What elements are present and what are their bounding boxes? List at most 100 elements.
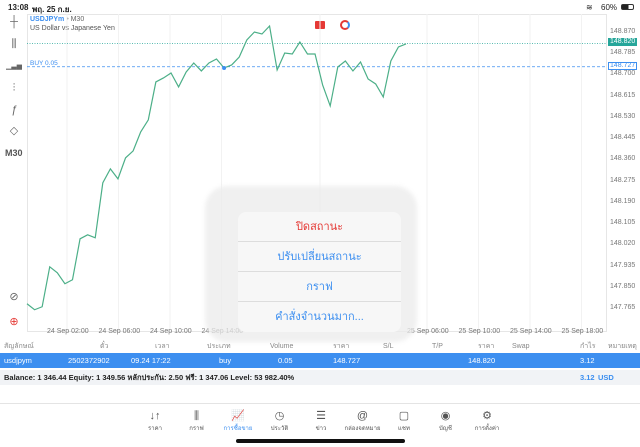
tab-trade[interactable]: 📈 การซื้อขาย: [218, 409, 258, 433]
status-time: 13:08: [8, 3, 29, 12]
table-row[interactable]: usdjpym 2502372902 09.24 17:22 buy 0.05 …: [0, 353, 640, 368]
tab-quotes[interactable]: ↓↑ ราคา: [135, 409, 175, 433]
price-chart: [26, 14, 607, 332]
tab-settings[interactable]: ⚙ การตั้งค่า: [467, 409, 507, 433]
bottom-tab-bar: ↓↑ ราคา ⫼ กราฟ 📈 การซื้อขาย ◷ ประวัติ ☰ ข่าว @ กล่อ…: [0, 403, 640, 437]
chart-item[interactable]: กราฟ: [238, 272, 401, 302]
tab-label: การตั้งค่า: [474, 426, 500, 432]
x-tick-label: 25 Sep 06:00: [407, 328, 449, 335]
balance-row: Balance: 1 346.44 Equity: 1 349.56 หลักป…: [0, 370, 640, 385]
col-comment: หมายเหตุ: [608, 343, 637, 350]
tab-label: กราฟ: [189, 426, 204, 432]
tab-label: ราคา: [148, 426, 162, 432]
bulk-operations-item[interactable]: คำสั่งจำนวนมาก...: [275, 311, 364, 323]
x-tick-label: 25 Sep 18:00: [561, 328, 604, 335]
objects-icon[interactable]: ◇: [9, 125, 19, 137]
tab-chat[interactable]: ▢ แชท: [384, 409, 424, 433]
battery-icon: [621, 4, 634, 10]
buy-order-label: BUY 0.05: [30, 60, 58, 67]
col-symbol: สัญลักษณ์: [4, 343, 34, 350]
entry-price-tag: 148.727: [608, 61, 638, 70]
row-profit: 3.12: [580, 356, 595, 365]
candlestick-icon[interactable]: ⫼: [11, 38, 17, 50]
col-swap: Swap: [512, 343, 530, 350]
col-current-price: ราคา: [478, 343, 495, 350]
col-tp: T/P: [432, 343, 443, 350]
tab-label: ประวัติ: [270, 426, 289, 432]
status-bar: 13:08 พฤ. 25 ก.ย. ≋ 60%: [0, 0, 640, 14]
arrows-icon: ↓↑: [149, 410, 161, 422]
y-tick-label: 148.615: [610, 91, 636, 99]
row-type: buy: [219, 356, 232, 365]
positions-table-header: สัญลักษณ์ ตั๋ว เวลา ประเภท Volume ราคา S…: [0, 339, 640, 353]
account-icon: ◉: [440, 410, 451, 422]
tab-label: แชท: [398, 426, 410, 432]
col-time: เวลา: [155, 343, 170, 350]
y-tick-label: 147.850: [610, 282, 636, 290]
function-icon[interactable]: ƒ: [10, 104, 18, 116]
col-sl: S/L: [383, 343, 394, 350]
y-tick-label: 148.700: [610, 70, 636, 78]
balance-summary: Balance: 1 346.44 Equity: 1 349.56 หลักป…: [4, 373, 295, 382]
col-profit: กำไร: [580, 343, 596, 350]
crosshair-icon[interactable]: ┼: [10, 16, 18, 28]
tab-mailbox[interactable]: @ กล่องจดหมาย: [343, 409, 383, 433]
indicators-icon[interactable]: ▁▃▅: [6, 63, 22, 70]
row-volume: 0.05: [278, 356, 293, 365]
timeframe-button[interactable]: M30: [5, 148, 23, 158]
x-tick-label: 24 Sep 06:00: [98, 328, 141, 335]
x-tick-label: 25 Sep 14:00: [510, 328, 552, 335]
price-line: [26, 24, 407, 311]
y-tick-label: 148.275: [610, 176, 636, 184]
y-tick-label: 148.360: [610, 155, 636, 163]
col-price: ราคา: [333, 343, 350, 350]
gear-icon: ⚙: [482, 410, 492, 422]
col-volume: Volume: [270, 343, 294, 350]
news-icon: ☰: [316, 410, 326, 422]
y-tick-label: 148.445: [610, 134, 636, 142]
tab-label: ข่าว: [315, 426, 327, 432]
one-click-trading-icon[interactable]: ⊕: [9, 316, 19, 328]
x-tick-label: 25 Sep 10:00: [458, 328, 501, 335]
wifi-icon: ≋: [586, 3, 593, 12]
y-tick-label: 147.935: [610, 261, 636, 269]
position-action-menu: ปิดสถานะ ปรับเปลี่ยนสถานะ กราฟ คำสั่งจำน…: [238, 212, 401, 332]
settings-sliders-icon[interactable]: ⫶: [12, 82, 16, 94]
status-date: พฤ. 25 ก.ย.: [32, 5, 72, 14]
tab-history[interactable]: ◷ ประวัติ: [260, 409, 300, 433]
current-price-tag: 148.820: [608, 38, 638, 47]
tab-label: กล่องจดหมาย: [344, 426, 381, 432]
history-icon: ◷: [274, 410, 285, 422]
tab-news[interactable]: ☰ ข่าว: [301, 409, 341, 433]
tab-account[interactable]: ◉ บัญชี: [426, 409, 466, 433]
home-indicator: [236, 439, 405, 443]
row-ticket: 2502372902: [68, 356, 110, 365]
tab-chart[interactable]: ⫼ กราฟ: [177, 409, 217, 433]
row-current-price: 148.820: [468, 356, 496, 365]
col-ticket: ตั๋ว: [100, 343, 109, 350]
chart-symbol: USDJPYm: [30, 16, 65, 23]
y-tick-label: 148.190: [610, 197, 636, 205]
signal-icon[interactable]: [340, 20, 350, 30]
x-tick-label: 24 Sep 10:00: [150, 328, 192, 335]
modify-position-item[interactable]: ปรับเปลี่ยนสถานะ: [238, 242, 401, 272]
y-tick-label: 148.530: [610, 112, 636, 120]
y-tick-label: 148.105: [610, 219, 636, 227]
close-position-item[interactable]: ปิดสถานะ: [238, 212, 401, 242]
currency: USD: [598, 373, 614, 382]
y-tick-label: 148.020: [610, 240, 636, 248]
mailbox-icon: @: [356, 410, 369, 422]
row-symbol: usdjpym: [4, 356, 32, 365]
row-open-price: 148.727: [333, 356, 361, 365]
x-tick-label: 24 Sep 02:00: [47, 328, 89, 335]
candlestick-icon: ⫼: [193, 410, 200, 422]
y-tick-label: 147.765: [610, 304, 636, 311]
row-time: 09.24 17:22: [131, 356, 171, 365]
chart-timeframe: M30: [70, 16, 85, 23]
zoom-icon[interactable]: ⊘: [9, 291, 19, 303]
total-profit: 3.12: [580, 373, 595, 382]
y-tick-label: 148.785: [610, 49, 636, 57]
tab-label: บัญชี: [439, 426, 452, 432]
col-type: ประเภท: [207, 343, 231, 350]
y-tick-label: 148.870: [610, 28, 636, 35]
